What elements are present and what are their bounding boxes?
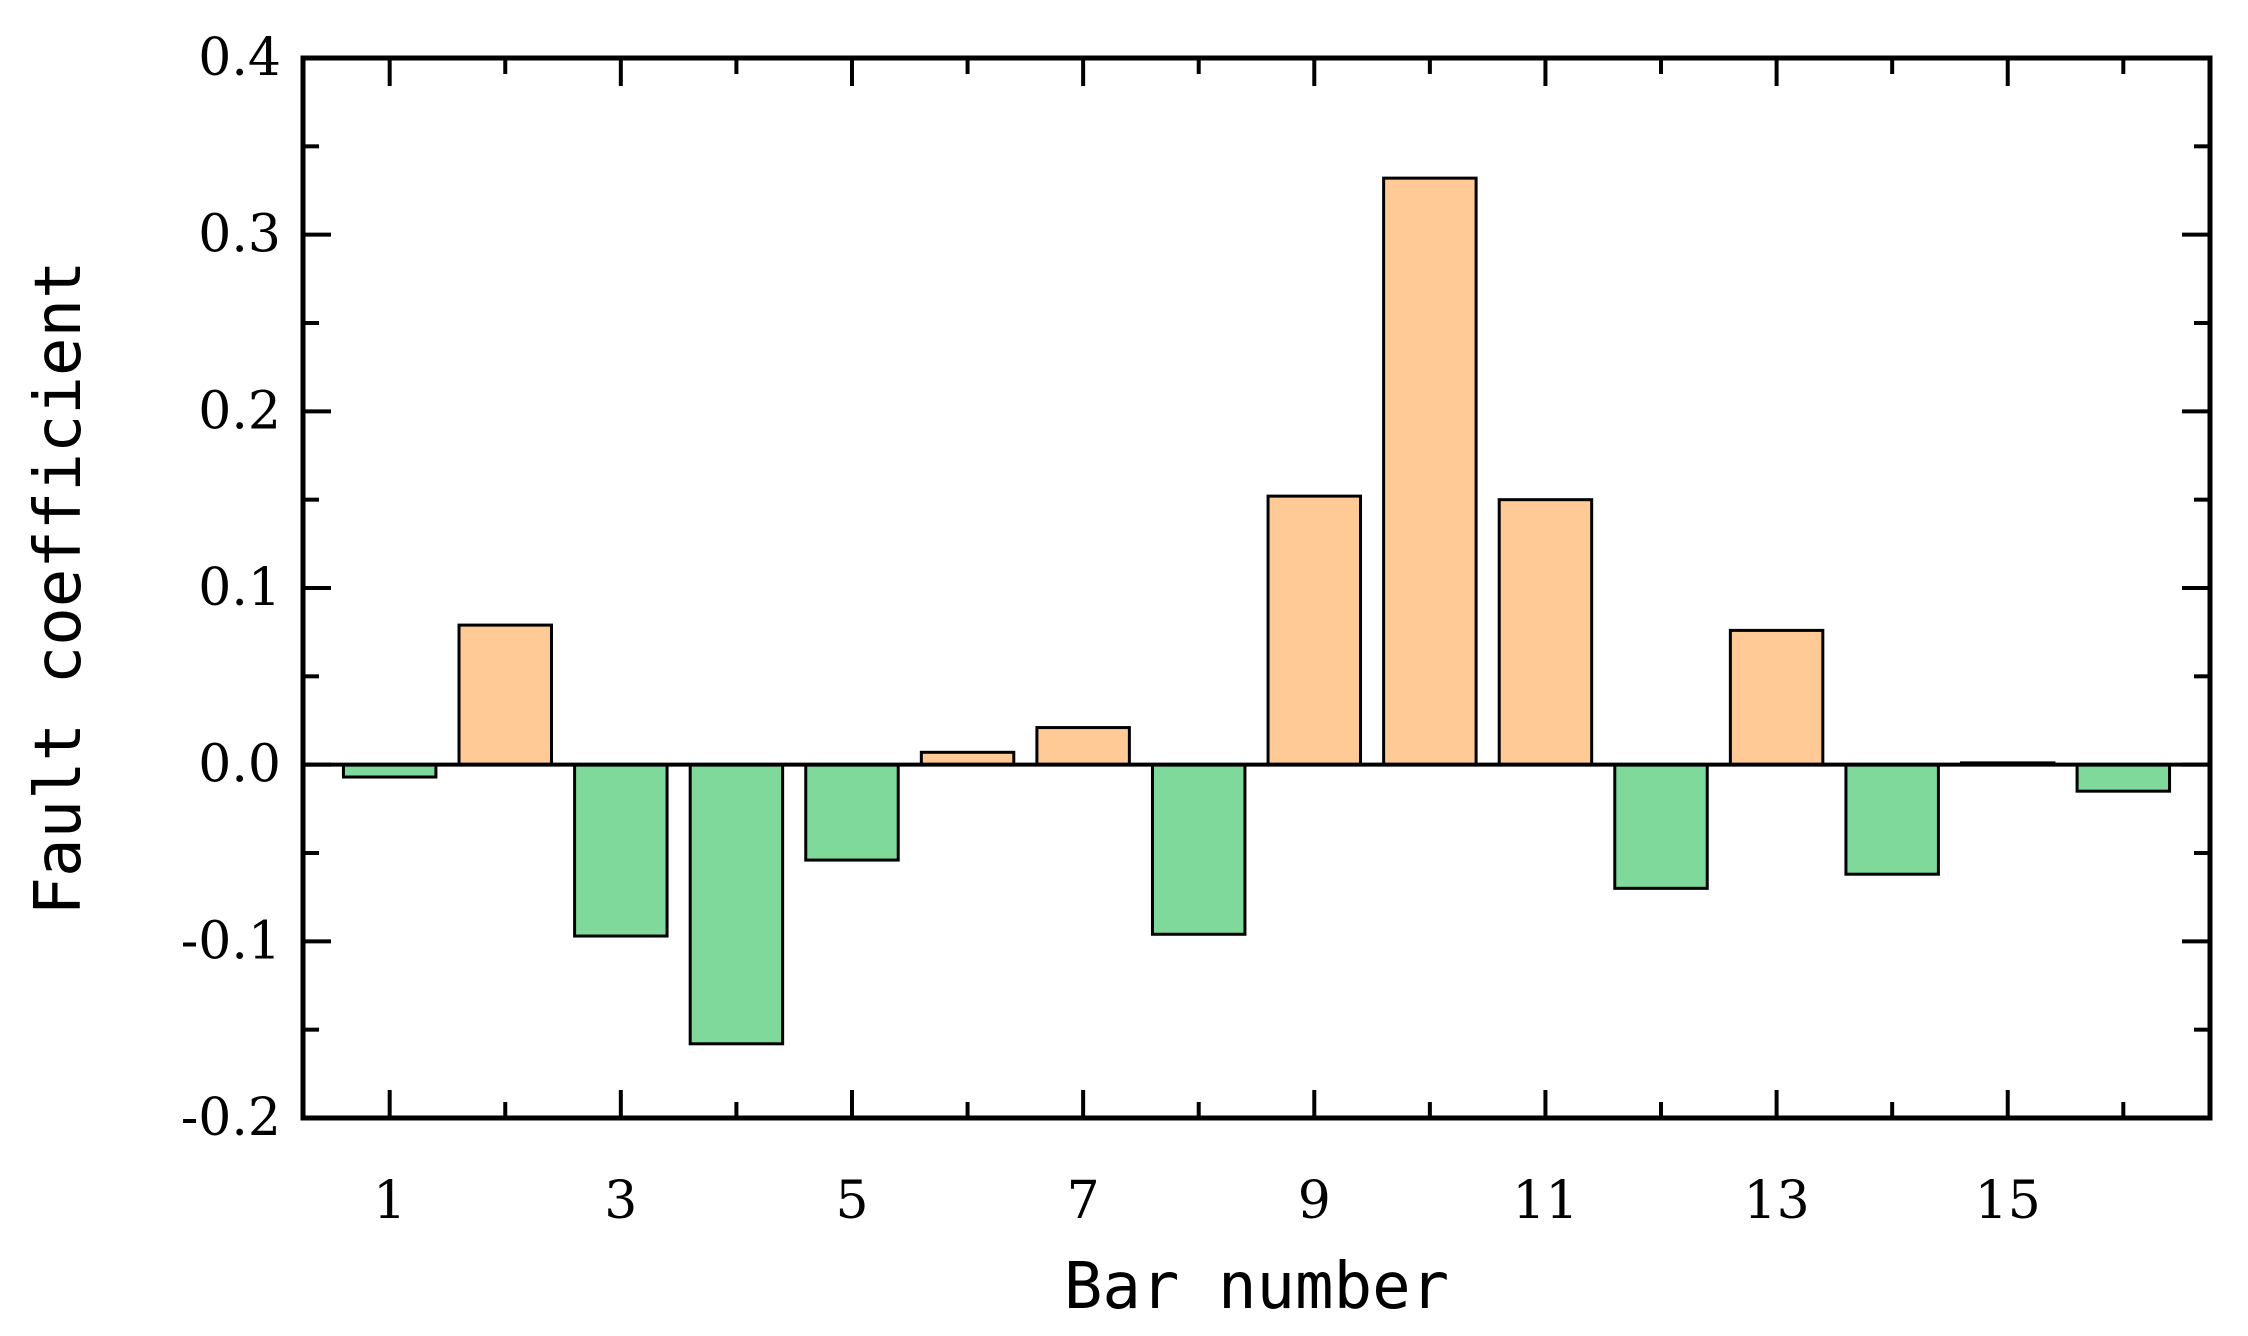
x-tick-label: 3	[604, 1171, 637, 1231]
bar-9	[1266, 494, 1363, 767]
y-axis-title: Fault coefficient	[22, 260, 96, 915]
bar-4	[688, 763, 785, 1046]
y-tick-label: 0.0	[198, 735, 281, 795]
bar-7	[1035, 726, 1131, 767]
x-tick-label: 9	[1298, 1171, 1331, 1231]
bar-group	[341, 176, 2172, 1046]
x-tick-label: 13	[1744, 1171, 1810, 1231]
bar-8	[1150, 763, 1247, 936]
bar-5	[804, 763, 900, 862]
bar-14	[1844, 763, 1940, 876]
y-tick-label: 0.2	[198, 381, 281, 441]
x-tick-label: 5	[835, 1171, 868, 1231]
tick-marks	[303, 56, 2210, 1120]
x-tick-label: 7	[1067, 1171, 1100, 1231]
bar-10	[1382, 176, 1478, 767]
bar-13	[1728, 628, 1825, 767]
x-tick-labels: 1 3 5 7 9 11 13 15	[373, 1171, 2041, 1231]
bar-12	[1613, 763, 1709, 890]
x-tick-label: 1	[373, 1171, 406, 1231]
y-tick-label: 0.4	[198, 28, 281, 88]
y-tick-label: -0.2	[181, 1088, 281, 1148]
y-tick-label: -0.1	[181, 911, 281, 971]
x-tick-label: 15	[1975, 1171, 2041, 1231]
bar-2	[457, 623, 553, 767]
bar-11	[1497, 498, 1594, 767]
y-tick-labels: -0.2 -0.1 0.0 0.1 0.2 0.3 0.4	[181, 28, 281, 1148]
y-tick-label: 0.3	[198, 205, 281, 265]
bar-16	[2075, 763, 2172, 793]
y-tick-label: 0.1	[198, 558, 281, 618]
bar-3	[573, 763, 669, 938]
x-axis-title: Bar number	[1064, 1250, 1449, 1324]
x-tick-label: 11	[1512, 1171, 1578, 1231]
